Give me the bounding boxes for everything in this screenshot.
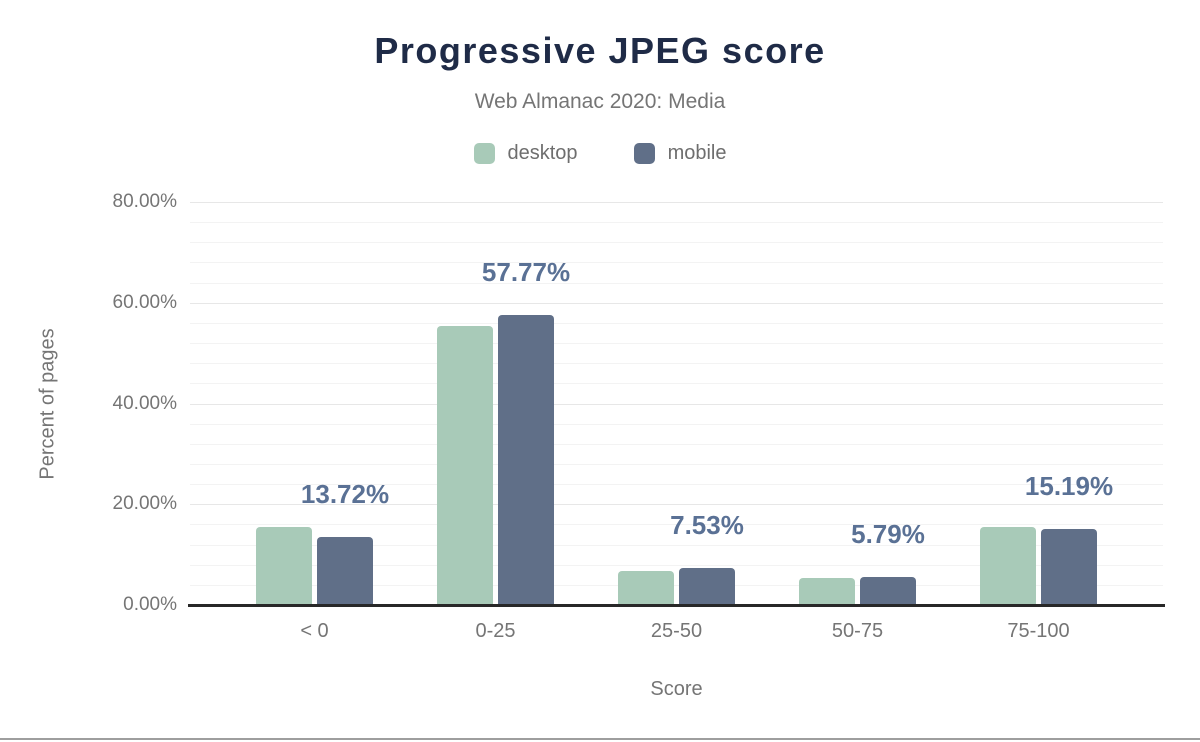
legend-item-mobile: mobile	[633, 142, 727, 165]
mobile-bar	[317, 536, 373, 606]
legend-item-desktop: desktop	[473, 142, 578, 165]
mobile-bar	[1041, 529, 1097, 606]
minor-gridline	[190, 383, 1163, 385]
minor-gridline	[190, 322, 1163, 324]
minor-gridline	[190, 443, 1163, 445]
major-gridline	[190, 202, 1163, 203]
value-label: 57.77%	[481, 256, 571, 287]
y-tick-label: 40.00%	[112, 392, 177, 414]
minor-gridline	[190, 262, 1163, 264]
minor-gridline	[190, 423, 1163, 425]
mobile-bar	[860, 576, 916, 606]
mobile-swatch-icon	[633, 143, 655, 164]
minor-gridline	[190, 524, 1163, 526]
minor-gridline	[190, 544, 1163, 546]
desktop-bar	[618, 570, 674, 606]
x-category-label: 75-100	[1007, 620, 1070, 642]
bar-group: 15.19% 75-100	[948, 203, 1129, 642]
value-label: 15.19%	[1024, 471, 1114, 502]
minor-gridline	[190, 343, 1163, 345]
x-category-label: 0-25	[475, 620, 516, 642]
plot-area: 13.72% < 0 57.77% 0-25 7.53% 25-50 5.79% 50-75 1…	[190, 202, 1163, 642]
y-tick-label: 20.00%	[112, 493, 177, 515]
y-tick-label: 0.00%	[123, 594, 177, 615]
bar-group: 13.72% < 0	[224, 203, 405, 642]
desktop-bar	[256, 527, 312, 606]
minor-gridline	[190, 584, 1163, 586]
bar-pair	[948, 203, 1129, 606]
value-label: 5.79%	[851, 518, 925, 549]
x-axis-line	[188, 604, 1165, 607]
y-tick-label: 80.00%	[112, 191, 177, 212]
minor-gridline	[190, 222, 1163, 224]
chart-title: Progressive JPEG score	[374, 30, 826, 71]
major-gridline	[190, 403, 1163, 405]
bar-pair	[586, 203, 767, 606]
minor-gridline	[190, 564, 1163, 566]
major-gridline	[190, 504, 1163, 506]
legend-label-desktop: desktop	[507, 142, 578, 164]
x-category-label: < 0	[300, 620, 329, 642]
major-gridline	[190, 302, 1163, 304]
bar-pair	[224, 203, 405, 606]
minor-gridline	[190, 242, 1163, 244]
bar-group: 57.77% 0-25	[405, 203, 586, 642]
bar-groups: 13.72% < 0 57.77% 0-25 7.53% 25-50 5.79% 50-75 1…	[190, 203, 1163, 642]
mobile-bar	[498, 314, 554, 606]
desktop-bar	[980, 527, 1036, 606]
y-tick-label: 60.00%	[112, 291, 177, 313]
bar-pair	[767, 203, 948, 606]
minor-gridline	[190, 463, 1163, 465]
value-label: 7.53%	[670, 510, 744, 541]
minor-gridline	[190, 484, 1163, 486]
mobile-bar	[679, 568, 735, 606]
desktop-swatch-icon	[473, 143, 495, 164]
x-axis-title: Score	[650, 678, 703, 700]
x-category-label: 50-75	[831, 620, 884, 642]
legend-label-mobile: mobile	[667, 142, 727, 164]
desktop-bar	[799, 578, 855, 606]
minor-gridline	[190, 363, 1163, 365]
bar-pair	[405, 203, 586, 606]
footer-divider	[0, 738, 1200, 740]
chart-subtitle: Web Almanac 2020: Media	[474, 90, 726, 113]
value-label: 13.72%	[300, 478, 390, 509]
x-category-label: 25-50	[650, 620, 703, 642]
bar-group: 7.53% 25-50	[586, 203, 767, 642]
bar-group: 5.79% 50-75	[767, 203, 948, 642]
legend: desktop mobile	[0, 142, 1200, 165]
desktop-bar	[437, 325, 493, 606]
minor-gridline	[190, 282, 1163, 284]
